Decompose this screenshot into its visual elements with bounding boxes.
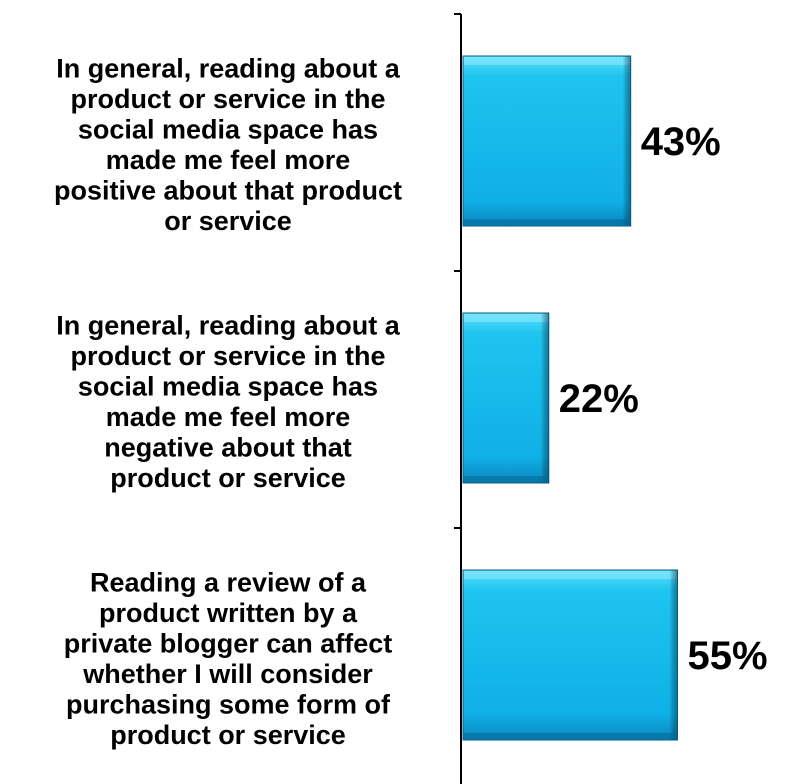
category-label-line: Reading a review of a (90, 567, 367, 597)
category-label-line: made me feel more (106, 402, 351, 432)
bar (462, 312, 550, 484)
bars-layer (462, 55, 678, 741)
category-label-line: or service (164, 206, 292, 236)
bar (462, 569, 678, 741)
value-label: 43% (641, 120, 721, 164)
category-label-line: made me feel more (106, 145, 351, 175)
bar-shade (540, 313, 549, 483)
category-label-line: product written by a (99, 598, 358, 628)
category-label-line: purchasing some form of (66, 689, 391, 719)
category-label: Reading a review of a product written by … (64, 567, 393, 750)
bar-shade (622, 56, 631, 226)
category-label-line: whether I will consider (82, 659, 373, 689)
bar-highlight (464, 314, 548, 322)
bar-highlight (464, 57, 630, 65)
bar-fill (462, 55, 632, 227)
value-label: 22% (559, 377, 639, 421)
category-label-line: social media space has (78, 371, 378, 401)
category-label-line: social media space has (78, 114, 378, 144)
bar-highlight (464, 571, 677, 579)
category-label-line: negative about that (104, 432, 352, 462)
bar (462, 55, 632, 227)
value-label: 55% (688, 634, 768, 678)
category-label-line: product or service in the (70, 341, 385, 371)
bar-shade (669, 570, 678, 740)
bar-shadow (463, 219, 631, 226)
category-label-line: product or service in the (70, 84, 385, 114)
category-label-line: In general, reading about a (56, 53, 401, 83)
category-labels: In general, reading about a product or se… (54, 53, 402, 750)
category-label-line: private blogger can affect (64, 628, 393, 658)
category-label-line: In general, reading about a (56, 310, 401, 340)
category-label: In general, reading about a product or se… (56, 310, 401, 493)
y-axis (454, 13, 462, 784)
category-label-line: positive about that product (54, 175, 402, 205)
category-label-line: product or service (110, 720, 346, 750)
value-labels: 43% 22% 55% (559, 120, 768, 678)
category-label: In general, reading about a product or se… (54, 53, 402, 236)
category-label-line: product or service (110, 463, 346, 493)
bar-shadow (463, 476, 549, 483)
bar-fill (462, 569, 678, 741)
bar-shadow (463, 733, 678, 740)
bar-fill (462, 312, 550, 484)
